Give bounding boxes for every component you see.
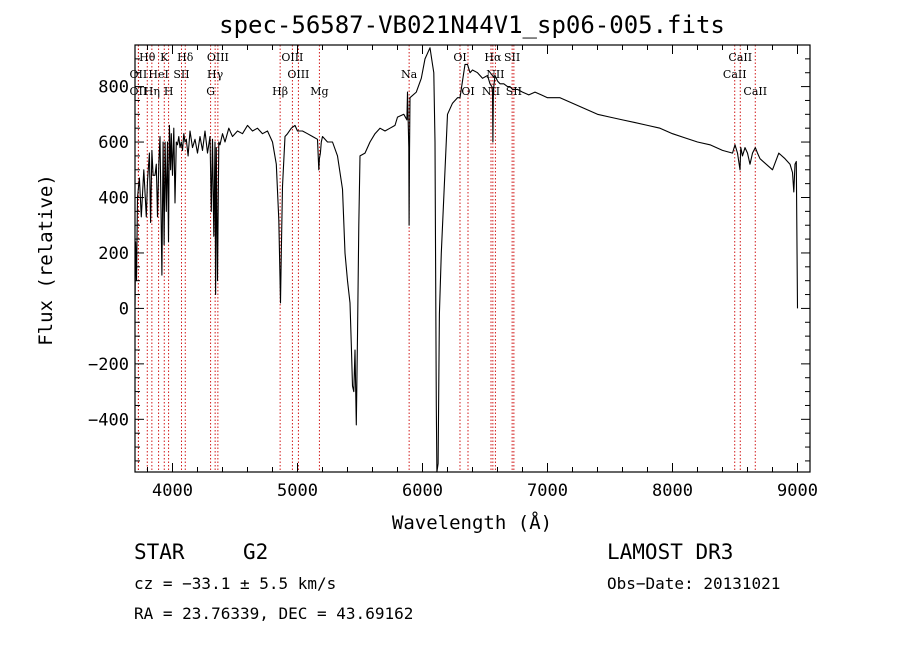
x-tick-label: 8000 xyxy=(652,481,693,501)
observation-date: Obs−Date: 20131021 xyxy=(607,574,781,593)
x-tick-label: 4000 xyxy=(152,481,193,501)
y-tick-label: 200 xyxy=(98,244,129,264)
y-tick-label: 0 xyxy=(119,299,129,319)
line-marker-label: OI xyxy=(461,85,474,98)
line-marker-label: NII xyxy=(482,85,500,98)
line-marker-label: Hγ xyxy=(207,68,224,81)
line-marker-label: NII xyxy=(486,68,504,81)
line-marker-label: K xyxy=(160,51,169,64)
redshift-velocity: cz = −33.1 ± 5.5 km/s xyxy=(134,574,337,593)
spectrum-line xyxy=(134,47,799,473)
line-marker-label: CaII xyxy=(743,85,767,98)
sky-coordinates: RA = 23.76339, DEC = 43.69162 xyxy=(134,604,414,623)
x-axis-label: Wavelength (Å) xyxy=(392,511,552,534)
x-tick-label: 7000 xyxy=(527,481,568,501)
survey-name: LAMOST DR3 xyxy=(607,540,734,564)
y-tick-label: 600 xyxy=(98,133,129,153)
line-marker-label: OII xyxy=(130,68,148,81)
line-marker-label: SII xyxy=(173,68,189,81)
line-marker-label: G xyxy=(206,85,215,98)
y-tick-label: 800 xyxy=(98,78,129,98)
line-marker-label: OIII xyxy=(207,51,229,64)
line-marker-group xyxy=(137,45,756,472)
y-tick-label: −200 xyxy=(88,355,129,375)
spectrum-layer xyxy=(134,47,799,473)
spectral-subclass: G2 xyxy=(243,540,269,564)
line-marker-label: OIII xyxy=(281,51,303,64)
line-marker-label: Hθ xyxy=(139,51,156,64)
x-tick-label: 9000 xyxy=(777,481,818,501)
line-marker-label: Hβ xyxy=(272,85,288,98)
line-marker-label: OI xyxy=(453,51,466,64)
line-marker-label: HeI xyxy=(148,68,168,81)
line-marker-label: OII xyxy=(130,85,148,98)
object-class: STAR xyxy=(134,540,185,564)
y-axis-label: Flux (relative) xyxy=(35,174,57,346)
line-marker-label: H xyxy=(164,85,174,98)
chart-title: spec-56587-VB021N44V1_sp06-005.fits xyxy=(219,11,725,39)
y-tick-label: 400 xyxy=(98,189,129,209)
line-marker-label: Hδ xyxy=(177,51,194,64)
line-marker-label: CaII xyxy=(728,51,752,64)
line-marker-label: OIII xyxy=(287,68,309,81)
plot-frame xyxy=(134,44,811,473)
y-tick-label: −400 xyxy=(88,410,129,430)
line-marker-label: Mg xyxy=(310,85,328,98)
line-marker-label: Hα xyxy=(484,51,502,64)
line-marker-label: Na xyxy=(401,68,418,81)
line-marker-label: SII xyxy=(504,51,520,64)
x-tick-label: 5000 xyxy=(277,481,318,501)
line-marker-label: CaII xyxy=(723,68,747,81)
x-tick-label: 6000 xyxy=(402,481,443,501)
line-marker-label: Hη xyxy=(144,85,160,98)
x-axis-ticks: 4000 5000 6000 7000 8000 9000 xyxy=(147,45,818,501)
line-marker-label: SII xyxy=(506,85,522,98)
y-axis-ticks: −400 −200 0 200 400 600 800 xyxy=(88,44,810,462)
